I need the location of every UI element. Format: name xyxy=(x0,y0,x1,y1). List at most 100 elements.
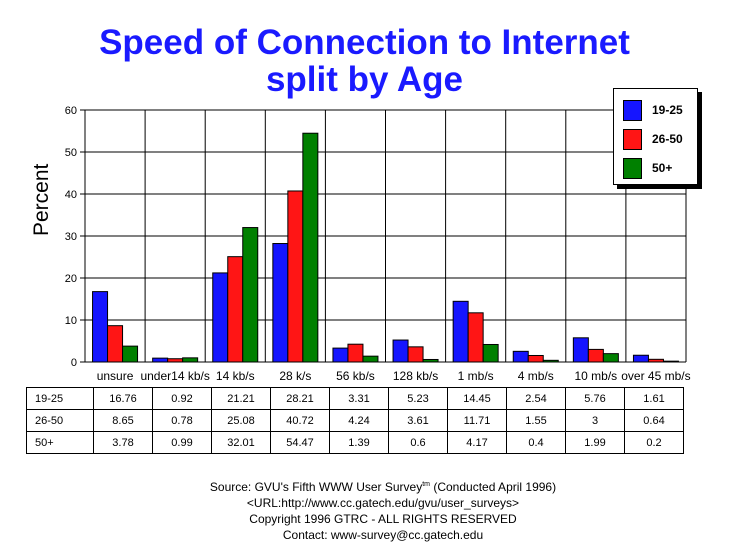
bar-50-128-kb-s xyxy=(422,358,439,363)
table-cell: 0.78 xyxy=(152,409,212,432)
bar-19-25-14-kb-s xyxy=(212,272,229,363)
table-cell: 2.54 xyxy=(506,387,566,410)
category-label-56-kb-s: 56 kb/s xyxy=(336,369,375,383)
table-row-50: 50+ 3.78 0.99 32.01 54.47 1.39 0.6 4.17 0.4 1.99 0… xyxy=(26,431,684,454)
y-tick-label: 50 xyxy=(65,147,77,159)
bar-19-25-over-45-mb-s xyxy=(632,354,649,363)
y-tick-label: 10 xyxy=(65,315,77,327)
legend-item-26-50: 26-50 xyxy=(623,128,683,150)
table-cell: 54.47 xyxy=(270,431,330,454)
legend-swatch-50-plus xyxy=(623,157,642,179)
source-url: <URL:http://www.cc.gatech.edu/gvu/user_s… xyxy=(246,496,520,510)
bar-50-1-mb-s xyxy=(482,343,499,363)
table-cell: 8.65 xyxy=(93,409,153,432)
bar-26-50-over-45-mb-s xyxy=(647,358,664,363)
y-tick-label: 40 xyxy=(65,189,77,201)
bar-26-50-1-mb-s xyxy=(467,312,484,363)
table-cell: 11.71 xyxy=(447,409,507,432)
table-row-26-50: 26-50 8.65 0.78 25.08 40.72 4.24 3.61 11.71 1.55… xyxy=(26,409,684,432)
survey-date: (Conducted April 1996) xyxy=(430,480,557,494)
table-cell: 3.31 xyxy=(329,387,389,410)
table-cell: 28.21 xyxy=(270,387,330,410)
source-notes: Source: GVU's Fifth WWW User Surveytm (C… xyxy=(0,477,729,543)
bar-26-50-under14-kb-s xyxy=(167,358,184,363)
legend: 19-25 26-50 50+ xyxy=(613,88,698,185)
bar-26-50-4-mb-s xyxy=(527,354,544,363)
bar-50-4-mb-s xyxy=(542,359,559,363)
bar-50-14-kb-s xyxy=(242,227,259,363)
table-cell: 0.6 xyxy=(388,431,448,454)
table-row-header: 50+ xyxy=(26,431,94,454)
table-cell: 5.76 xyxy=(565,387,625,410)
bar-50-10-mb-s xyxy=(602,353,619,363)
bar-19-25-128-kb-s xyxy=(392,339,409,363)
bar-26-50-128-kb-s xyxy=(407,346,424,363)
table-cell: 14.45 xyxy=(447,387,507,410)
bar-26-50-28-k-s xyxy=(287,190,304,363)
table-cell: 40.72 xyxy=(270,409,330,432)
table-cell: 0.99 xyxy=(152,431,212,454)
table-cell: 3.78 xyxy=(93,431,153,454)
table-cell: 5.23 xyxy=(388,387,448,410)
trademark-mark: tm xyxy=(422,481,431,488)
bar-50-56-kb-s xyxy=(362,355,379,363)
contact-line: Contact: www-survey@cc.gatech.edu xyxy=(282,528,484,542)
source-line: Source: GVU's Fifth WWW User Surveytm (C… xyxy=(0,477,729,495)
legend-label-19-25: 19-25 xyxy=(652,103,683,117)
category-label-14-kb-s: 14 kb/s xyxy=(216,369,255,383)
table-cell: 4.17 xyxy=(447,431,507,454)
bar-19-25-28-k-s xyxy=(272,243,289,363)
bar-26-50-56-kb-s xyxy=(347,343,364,363)
category-label-1-mb-s: 1 mb/s xyxy=(458,369,494,383)
bar-19-25-4-mb-s xyxy=(512,350,529,363)
source-text: Source: GVU's Fifth WWW User Survey xyxy=(209,480,423,494)
table-cell: 1.55 xyxy=(506,409,566,432)
legend-item-19-25: 19-25 xyxy=(623,99,683,121)
bar-19-25-10-mb-s xyxy=(572,337,589,363)
table-cell: 4.24 xyxy=(329,409,389,432)
bar-19-25-1-mb-s xyxy=(452,300,469,363)
table-cell: 21.21 xyxy=(211,387,271,410)
table-cell: 32.01 xyxy=(211,431,271,454)
y-axis-label: Percent xyxy=(30,163,53,236)
category-label-under14-kb-s: under14 kb/s xyxy=(140,369,209,383)
y-tick-label: 20 xyxy=(65,273,77,285)
data-table: 19-25 16.76 0.92 21.21 28.21 3.31 5.23 14.45 2.5… xyxy=(26,387,684,454)
bar-50-28-k-s xyxy=(302,132,319,363)
table-row-header: 26-50 xyxy=(26,409,94,432)
category-label-unsure: unsure xyxy=(97,369,134,383)
legend-label-50-plus: 50+ xyxy=(652,161,673,175)
copyright-line: Copyright 1996 GTRC - ALL RIGHTS RESERVE… xyxy=(249,512,517,526)
table-cell: 3 xyxy=(565,409,625,432)
category-label-128-kb-s: 128 kb/s xyxy=(393,369,438,383)
table-row-19-25: 19-25 16.76 0.92 21.21 28.21 3.31 5.23 14.45 2.5… xyxy=(26,387,684,410)
category-label-28-k-s: 28 k/s xyxy=(279,369,311,383)
table-cell: 1.39 xyxy=(329,431,389,454)
bar-19-25-unsure xyxy=(92,291,109,363)
legend-swatch-26-50 xyxy=(623,128,642,150)
title-line-1: Speed of Connection to Internet xyxy=(99,23,630,62)
y-tick-label: 0 xyxy=(71,357,77,369)
table-cell: 0.2 xyxy=(624,431,684,454)
table-row-header: 19-25 xyxy=(26,387,94,410)
table-cell: 1.61 xyxy=(624,387,684,410)
category-label-4-mb-s: 4 mb/s xyxy=(518,369,554,383)
table-cell: 1.99 xyxy=(565,431,625,454)
bar-26-50-10-mb-s xyxy=(587,348,604,363)
bar-50-over-45-mb-s xyxy=(662,360,679,363)
table-cell: 0.92 xyxy=(152,387,212,410)
table-cell: 0.4 xyxy=(506,431,566,454)
table-cell: 3.61 xyxy=(388,409,448,432)
legend-label-26-50: 26-50 xyxy=(652,132,683,146)
bar-26-50-14-kb-s xyxy=(227,256,244,363)
table-cell: 0.64 xyxy=(624,409,684,432)
bar-26-50-unsure xyxy=(107,325,124,363)
bar-50-under14-kb-s xyxy=(182,357,199,363)
y-tick-label: 30 xyxy=(65,231,77,243)
category-label-10-mb-s: 10 mb/s xyxy=(575,369,618,383)
chart-title: Speed of Connection to Internet split by… xyxy=(0,24,729,98)
title-line-2: split by Age xyxy=(265,60,464,99)
legend-item-50-plus: 50+ xyxy=(623,157,673,179)
table-cell: 16.76 xyxy=(93,387,153,410)
